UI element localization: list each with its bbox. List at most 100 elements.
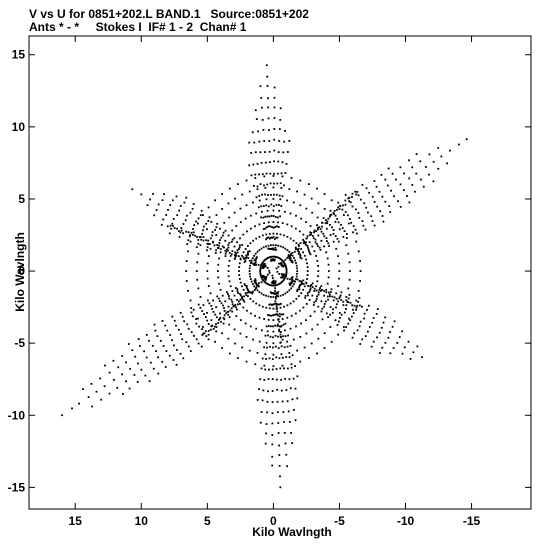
- uv-point: [265, 306, 268, 309]
- uv-point: [241, 244, 244, 246]
- uv-point: [245, 179, 248, 182]
- uv-point: [198, 236, 201, 238]
- uv-point: [187, 250, 189, 253]
- uv-point: [243, 295, 246, 298]
- uv-point: [221, 294, 224, 297]
- uv-point: [276, 283, 279, 286]
- uv-point: [358, 304, 361, 307]
- uv-point: [289, 237, 292, 240]
- uv-point: [339, 204, 341, 207]
- uv-point: [228, 216, 231, 219]
- uv-point: [242, 251, 245, 254]
- uv-point: [291, 252, 294, 254]
- uv-point: [216, 244, 219, 246]
- uv-point: [213, 325, 216, 328]
- uv-point: [335, 247, 338, 250]
- uv-point: [292, 300, 295, 303]
- uv-point: [315, 255, 317, 257]
- uv-point: [156, 335, 159, 337]
- uv-point: [292, 338, 295, 341]
- uv-point: [266, 85, 269, 87]
- uv-point: [274, 216, 277, 218]
- uv-point: [267, 106, 270, 109]
- uv-point: [173, 344, 175, 347]
- uv-point: [268, 150, 271, 153]
- uv-point: [236, 251, 239, 254]
- uv-point: [390, 189, 392, 192]
- uv-point: [277, 318, 280, 321]
- uv-point: [268, 303, 271, 306]
- uv-point: [338, 208, 341, 210]
- uv-point: [281, 161, 284, 164]
- uv-point: [272, 258, 274, 261]
- uv-point: [197, 303, 200, 306]
- uv-point: [219, 316, 222, 319]
- uv-point: [318, 288, 321, 291]
- uv-point: [283, 432, 286, 434]
- uv-point: [342, 204, 344, 207]
- uv-point: [299, 336, 302, 338]
- uv-point: [381, 195, 384, 198]
- uv-point: [291, 354, 294, 357]
- uv-point: [218, 300, 221, 302]
- uv-point: [270, 314, 273, 317]
- uv-point: [309, 234, 311, 236]
- uv-point: [295, 242, 298, 245]
- uv-point: [227, 249, 229, 252]
- uv-point: [358, 325, 361, 328]
- uv-point: [268, 237, 271, 240]
- uv-point: [195, 338, 198, 341]
- uv-point: [228, 260, 231, 262]
- uv-point: [291, 279, 293, 282]
- uv-point: [313, 250, 316, 252]
- uv-point: [228, 280, 231, 283]
- uv-point: [323, 235, 326, 238]
- uv-point: [284, 264, 287, 267]
- uv-point: [329, 326, 332, 328]
- uv-point: [290, 432, 292, 434]
- uv-point: [299, 253, 301, 256]
- uv-point: [329, 209, 332, 212]
- uv-point: [275, 295, 278, 297]
- uv-point: [348, 200, 350, 203]
- uv-point: [166, 329, 169, 332]
- uv-point: [296, 248, 299, 251]
- uv-point: [179, 231, 182, 234]
- uv-point: [306, 235, 309, 238]
- uv-point: [281, 280, 284, 283]
- uv-point: [371, 220, 374, 222]
- uv-point: [357, 212, 360, 214]
- uv-point: [411, 166, 414, 169]
- uv-point: [232, 305, 235, 308]
- uv-point: [327, 263, 330, 266]
- uv-point: [327, 316, 329, 318]
- uv-point: [195, 322, 198, 325]
- uv-point: [337, 285, 339, 287]
- uv-point: [363, 317, 365, 320]
- uv-point: [196, 278, 199, 281]
- uv-point: [271, 422, 274, 425]
- uv-point: [237, 255, 240, 257]
- uv-point: [325, 237, 328, 239]
- uv-point: [263, 379, 266, 381]
- uv-point: [336, 218, 339, 220]
- uv-point: [370, 215, 373, 218]
- uv-point: [269, 291, 272, 294]
- uv-point: [290, 282, 293, 285]
- uv-point: [289, 345, 292, 347]
- uv-point: [260, 276, 263, 278]
- uv-point: [359, 343, 362, 345]
- uv-point: [373, 180, 376, 182]
- uv-point: [259, 273, 262, 275]
- uv-point: [296, 267, 298, 270]
- uv-point: [323, 332, 326, 335]
- uv-point: [248, 349, 251, 352]
- uv-point: [219, 248, 222, 251]
- uv-point: [316, 187, 318, 190]
- uv-point: [347, 214, 349, 217]
- uv-point: [336, 324, 339, 326]
- uv-point: [271, 390, 274, 392]
- uv-point: [300, 281, 303, 284]
- uv-point: [300, 292, 303, 294]
- uv-point: [187, 327, 190, 330]
